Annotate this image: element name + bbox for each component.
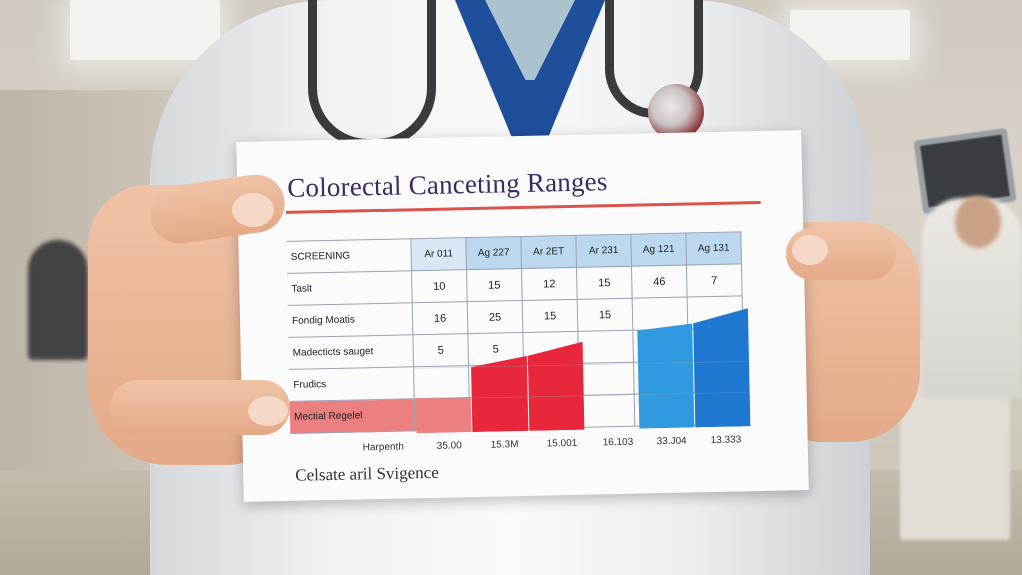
- background-mannequin: [28, 240, 88, 360]
- left-thumbnail: [232, 193, 274, 227]
- table-cell: [633, 361, 690, 395]
- table-cell: 15: [576, 266, 633, 300]
- table-cell: [414, 397, 470, 431]
- column-header: Ar 231: [575, 234, 632, 268]
- background-person-head: [955, 196, 1001, 248]
- table-cell: 46: [631, 265, 688, 299]
- table-cell: [523, 363, 580, 397]
- table-cell: [634, 393, 690, 427]
- title-underline: [285, 200, 761, 214]
- ceiling-light: [70, 0, 220, 60]
- table-cell: 16: [412, 301, 468, 335]
- table-cell: [632, 297, 688, 331]
- column-header: Ag 131: [685, 231, 742, 266]
- table-cell: 5: [467, 332, 524, 366]
- table-cell: 15: [522, 299, 578, 333]
- table-header-label: SCREENING: [286, 238, 412, 274]
- right-thumbnail: [792, 235, 828, 265]
- footer-value: 15.3M: [490, 439, 519, 451]
- row-label: Fondig Moatis: [287, 302, 413, 338]
- table-cell: 15: [577, 298, 633, 332]
- table-cell: [577, 330, 634, 364]
- table-cell: [469, 396, 525, 430]
- table-cell: 5: [412, 333, 469, 367]
- row-label: Madecticts sauget: [288, 334, 414, 370]
- column-header: Ag 121: [630, 233, 687, 267]
- stethoscope-tube: [308, 0, 436, 148]
- table-cell: 25: [467, 300, 523, 334]
- stethoscope-chestpiece: [648, 84, 704, 140]
- table-cell: [689, 391, 745, 426]
- table-cell: [688, 359, 745, 394]
- table-cell: [687, 295, 743, 330]
- table-cell: [522, 331, 579, 365]
- table-cell: [524, 395, 580, 429]
- table-cell: [579, 394, 635, 428]
- column-header: Ag 227: [465, 236, 522, 270]
- table-cell: [578, 362, 635, 396]
- screening-table: SCREENING Ar 011 Ag 227 Ar 2ET Ar 231 Ag…: [286, 231, 745, 434]
- table-footer: Harpenth 35.00 15.3M 15.001 16.103 33.J0…: [291, 434, 751, 453]
- table-cell: 10: [411, 269, 468, 303]
- left-fingernail: [248, 396, 288, 426]
- chart-card: Colorectal Canceting Ranges SCREENING Ar…: [236, 130, 809, 502]
- table-cell: [632, 329, 689, 363]
- table-cell: 12: [521, 267, 578, 301]
- column-header: Ar 2ET: [520, 235, 577, 269]
- footer-value: 33.J04: [656, 435, 687, 448]
- table-cell: 15: [466, 268, 523, 302]
- table-cell: [468, 364, 525, 398]
- footer-label: Harpenth: [362, 441, 404, 454]
- card-title: Colorectal Canceting Ranges: [286, 166, 608, 203]
- row-label: Taslt: [287, 270, 413, 306]
- row-label: Frudics: [289, 366, 415, 402]
- table-cell: 7: [686, 263, 743, 298]
- footer-value: 13.333: [710, 434, 742, 447]
- footer-value: 16.103: [602, 436, 634, 449]
- card-subtitle: Celsate aril Svigence: [295, 462, 439, 485]
- table-cell: [413, 365, 470, 399]
- table-cell: [687, 327, 744, 362]
- footer-value: 15.001: [546, 437, 578, 450]
- column-header: Ar 011: [410, 237, 467, 271]
- row-label: Mectial Regelel: [289, 398, 415, 434]
- footer-value: 35.00: [436, 440, 462, 452]
